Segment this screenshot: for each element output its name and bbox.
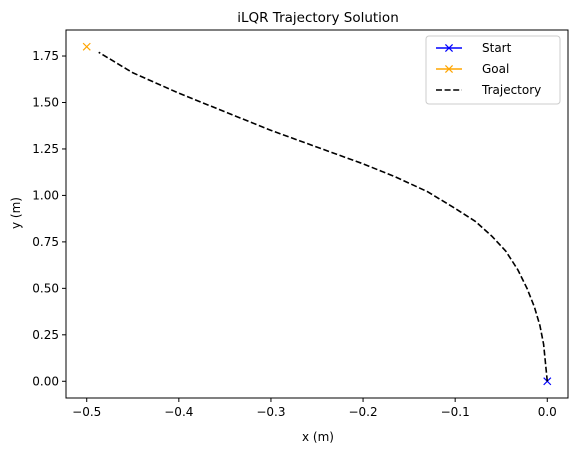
trajectory-line xyxy=(98,51,549,382)
x-tick-label: −0.1 xyxy=(441,405,470,419)
chart-title: iLQR Trajectory Solution xyxy=(237,10,399,26)
legend-goal-label: Goal xyxy=(482,62,509,76)
x-tick-label: −0.3 xyxy=(256,405,285,419)
y-axis-ticks: 0.00 0.25 0.50 0.75 1.00 1.25 1.50 1.75 xyxy=(32,49,66,388)
legend-start-marker xyxy=(444,43,454,53)
y-axis-label: y (m) xyxy=(9,197,23,229)
legend: Start Goal Trajectory xyxy=(425,35,561,105)
x-tick-label: −0.5 xyxy=(72,405,101,419)
plot-frame xyxy=(65,29,569,399)
y-tick-label: 0.75 xyxy=(32,235,59,249)
legend-box xyxy=(425,35,561,105)
legend-trajectory-label: Trajectory xyxy=(481,83,541,97)
start-marker xyxy=(543,377,552,386)
legend-start-label: Start xyxy=(482,41,512,55)
y-tick-label: 1.25 xyxy=(32,142,59,156)
legend-goal-marker xyxy=(444,64,454,74)
y-tick-label: 0.25 xyxy=(32,328,59,342)
goal-marker xyxy=(82,42,91,51)
x-tick-label: −0.4 xyxy=(164,405,193,419)
y-tick-label: 1.50 xyxy=(32,95,59,109)
y-tick-label: 0.00 xyxy=(32,374,59,388)
series-layer xyxy=(82,42,552,386)
x-tick-label: −0.2 xyxy=(348,405,377,419)
x-axis-label: x (m) xyxy=(302,430,334,444)
x-tick-label: 0.0 xyxy=(538,405,557,419)
x-axis-ticks: −0.5 −0.4 −0.3 −0.2 −0.1 0.0 xyxy=(72,398,557,419)
y-tick-label: 1.75 xyxy=(32,49,59,63)
y-tick-label: 1.00 xyxy=(32,188,59,202)
y-tick-label: 0.50 xyxy=(32,281,59,295)
